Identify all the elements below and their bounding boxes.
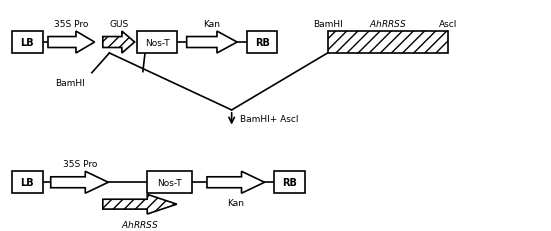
Text: GUS: GUS — [109, 20, 128, 29]
Text: 35S Pro: 35S Pro — [55, 20, 89, 29]
Text: 35S Pro: 35S Pro — [63, 159, 97, 168]
Text: BamHI: BamHI — [313, 20, 343, 29]
Text: LB: LB — [20, 38, 34, 48]
Polygon shape — [103, 32, 134, 54]
Bar — [12, 32, 42, 54]
Bar — [247, 32, 277, 54]
Text: $\it{AhRRSS}$: $\it{AhRRSS}$ — [369, 18, 407, 29]
Bar — [137, 32, 177, 54]
Text: BamHI: BamHI — [55, 79, 85, 88]
Polygon shape — [207, 172, 264, 193]
Bar — [328, 32, 448, 54]
Bar — [147, 172, 192, 193]
Text: $\it{AhRRSS}$: $\it{AhRRSS}$ — [121, 219, 159, 229]
Text: Kan: Kan — [228, 198, 245, 207]
Polygon shape — [48, 32, 95, 54]
Bar — [274, 172, 305, 193]
Text: LB: LB — [20, 177, 34, 187]
Polygon shape — [51, 172, 109, 193]
Polygon shape — [187, 32, 237, 54]
Text: Nos-T: Nos-T — [145, 38, 169, 47]
Polygon shape — [103, 195, 177, 214]
Text: RB: RB — [255, 38, 269, 48]
Text: Nos-T: Nos-T — [157, 178, 181, 187]
Text: RB: RB — [282, 177, 297, 187]
Text: BamHI+ AscI: BamHI+ AscI — [240, 115, 298, 124]
Bar — [12, 172, 42, 193]
Text: AscI: AscI — [439, 20, 457, 29]
Text: Kan: Kan — [203, 20, 220, 29]
